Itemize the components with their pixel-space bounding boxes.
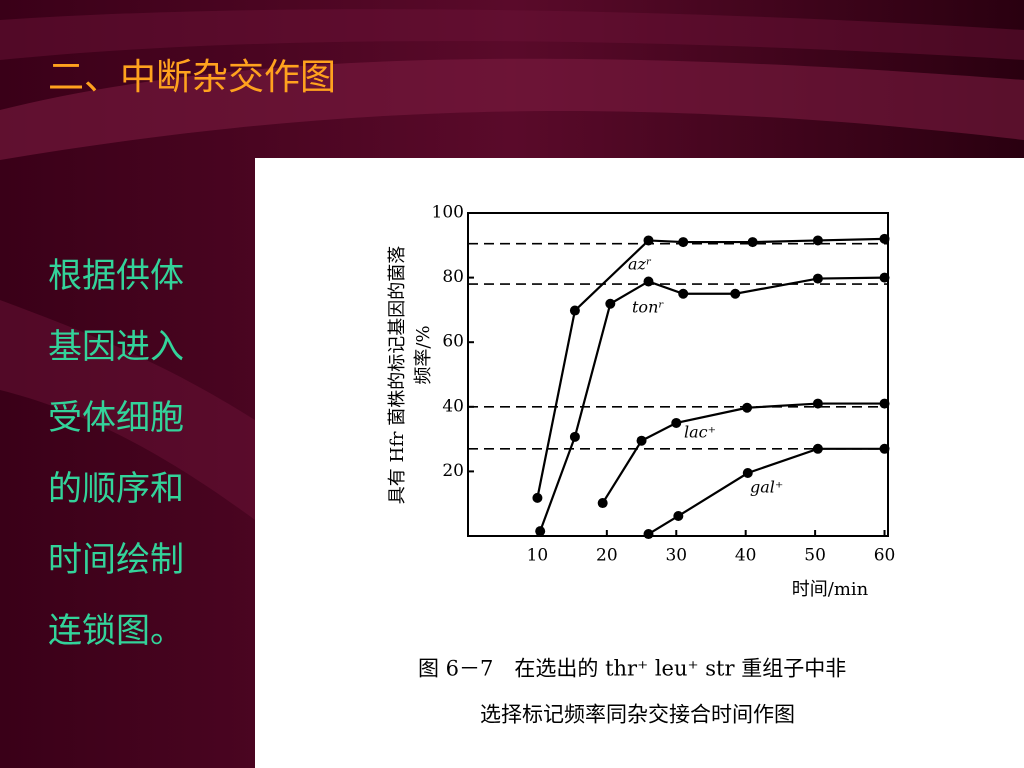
data-point (605, 298, 616, 309)
body-line: 的顺序和 (48, 469, 184, 509)
data-point (671, 417, 682, 428)
body-line: 连锁图。 (48, 611, 184, 651)
data-point (569, 431, 580, 442)
data-point (597, 498, 608, 509)
body-line: 时间绘制 (48, 540, 184, 580)
y-tick-label: 60 (442, 332, 464, 352)
plot-frame (467, 212, 889, 537)
y-axis-label-line: 具有 Hfr 菌株的标记基因的菌落 (387, 246, 408, 504)
body-line: 受体细胞 (48, 398, 184, 438)
series-line (601, 402, 885, 504)
y-axis-label: 具有 Hfr 菌株的标记基因的菌落 频率/% (387, 246, 434, 504)
data-point (643, 529, 654, 540)
series-label: gal⁺ (750, 478, 783, 497)
y-tick-label: 20 (442, 461, 464, 481)
x-tick-label: 30 (665, 546, 687, 566)
decor (0, 9, 1024, 60)
data-point (812, 235, 823, 246)
decor (0, 58, 1024, 160)
data-point (643, 235, 654, 246)
data-point (742, 402, 753, 413)
caption-line: 图 6－7 在选出的 thr⁺ leu⁺ str 重组子中非 (418, 657, 846, 681)
y-tick-label: 40 (442, 396, 464, 416)
slide-title: 二、中断杂交作图 (48, 57, 336, 98)
data-point (879, 443, 890, 454)
series-label: tonʳ (632, 298, 664, 317)
data-point (812, 273, 823, 284)
data-point (812, 443, 823, 454)
data-point (879, 398, 890, 409)
data-point (730, 288, 741, 299)
decor (0, 300, 255, 520)
series-label: azʳ (628, 255, 652, 274)
data-point (678, 288, 689, 299)
data-point (879, 272, 890, 283)
x-axis-label: 时间/min (792, 579, 869, 600)
y-axis-label-line: 频率/% (413, 325, 434, 384)
y-tick-label: 80 (442, 267, 464, 287)
data-point (747, 237, 758, 248)
x-tick-label: 50 (804, 546, 826, 566)
data-point (532, 492, 543, 503)
y-tick-label: 100 (432, 203, 464, 223)
data-point (742, 468, 753, 479)
x-tick-label: 20 (596, 546, 618, 566)
data-point (643, 276, 654, 287)
x-tick-label: 60 (874, 546, 896, 566)
data-point (673, 510, 684, 521)
caption-line: 选择标记频率同杂交接合时间作图 (480, 703, 795, 727)
body-line: 根据供体 (48, 256, 184, 296)
figure-panel (255, 158, 1024, 768)
x-tick-label: 40 (735, 546, 757, 566)
data-point (812, 398, 823, 409)
x-tick-label: 10 (527, 546, 549, 566)
data-point (636, 435, 647, 446)
data-point (569, 305, 580, 316)
data-point (879, 233, 890, 244)
data-point (678, 237, 689, 248)
body-line: 基因进入 (48, 327, 184, 367)
series-line (539, 276, 885, 532)
data-point (535, 526, 546, 537)
series-label: lac⁺ (684, 423, 716, 442)
